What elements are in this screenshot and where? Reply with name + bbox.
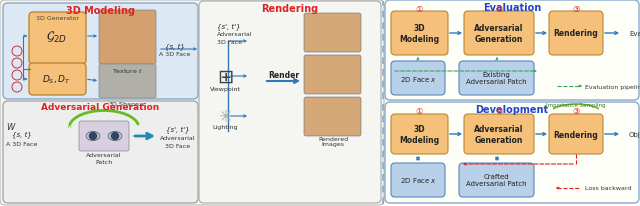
Text: Rendering: Rendering [261, 4, 319, 14]
Text: 2D Face $x$: 2D Face $x$ [399, 74, 436, 83]
Text: Render: Render [268, 70, 300, 79]
FancyBboxPatch shape [3, 4, 198, 99]
Text: $D_S, D_T$: $D_S, D_T$ [42, 73, 72, 86]
FancyBboxPatch shape [29, 64, 86, 96]
Text: 3D
Modeling: 3D Modeling [399, 24, 440, 43]
Text: Lighting: Lighting [212, 125, 237, 130]
Text: Rendering: Rendering [554, 29, 598, 38]
FancyBboxPatch shape [385, 103, 639, 203]
Text: 3D
Modeling: 3D Modeling [399, 125, 440, 144]
Text: Existing
Adversarial Patch: Existing Adversarial Patch [466, 72, 527, 85]
FancyBboxPatch shape [391, 12, 448, 56]
FancyBboxPatch shape [99, 65, 156, 98]
Text: 3D Generator: 3D Generator [35, 15, 79, 20]
FancyBboxPatch shape [304, 14, 361, 53]
Text: Importance Sampling: Importance Sampling [547, 103, 605, 108]
Text: Viewpoint: Viewpoint [209, 86, 241, 91]
Text: ①: ① [416, 5, 423, 13]
Text: ①: ① [416, 107, 423, 116]
FancyBboxPatch shape [304, 97, 361, 136]
FancyBboxPatch shape [199, 2, 381, 203]
Text: 3D Face: 3D Face [165, 144, 191, 149]
Circle shape [111, 133, 118, 140]
Text: 3D Shape $s$: 3D Shape $s$ [108, 99, 146, 109]
Text: Evaluation: Evaluation [483, 3, 541, 13]
Text: Adversarial Generation: Adversarial Generation [41, 102, 159, 111]
Text: ②: ② [495, 5, 503, 13]
Text: ⊞: ⊞ [217, 67, 233, 86]
Text: ③: ③ [572, 5, 580, 13]
FancyBboxPatch shape [464, 115, 534, 154]
FancyBboxPatch shape [385, 1, 639, 101]
FancyBboxPatch shape [79, 121, 129, 151]
FancyBboxPatch shape [304, 56, 361, 95]
FancyBboxPatch shape [549, 115, 603, 154]
Text: Loss backward: Loss backward [585, 186, 632, 191]
Text: Rendering: Rendering [554, 130, 598, 139]
Text: ③: ③ [572, 107, 580, 116]
FancyBboxPatch shape [391, 115, 448, 154]
FancyBboxPatch shape [29, 13, 86, 65]
Text: Texture $t$: Texture $t$ [111, 67, 143, 75]
FancyBboxPatch shape [99, 11, 156, 65]
Text: Adversarial: Adversarial [160, 136, 196, 141]
Polygon shape [305, 98, 360, 135]
Ellipse shape [108, 132, 122, 141]
Text: 3D Face: 3D Face [217, 39, 242, 44]
FancyBboxPatch shape [464, 12, 534, 56]
Text: {s, t}: {s, t} [165, 43, 185, 50]
Text: $W$: $W$ [6, 121, 16, 132]
FancyBboxPatch shape [3, 102, 198, 203]
Text: Evaluation pipeline: Evaluation pipeline [585, 84, 640, 89]
Text: Adversarial: Adversarial [86, 152, 122, 157]
FancyBboxPatch shape [391, 62, 445, 96]
Text: ✳: ✳ [218, 108, 232, 125]
Text: Patch: Patch [95, 159, 113, 164]
Text: {s', t'}: {s', t'} [166, 126, 190, 133]
FancyBboxPatch shape [0, 1, 384, 205]
Text: Objective: Objective [629, 131, 640, 137]
FancyBboxPatch shape [459, 62, 534, 96]
FancyBboxPatch shape [391, 163, 445, 197]
Text: Evaluation: Evaluation [629, 31, 640, 37]
Text: ②: ② [495, 107, 503, 116]
Text: Adversarial
Generation: Adversarial Generation [474, 24, 524, 43]
Text: 3D Modeling: 3D Modeling [65, 6, 134, 16]
Polygon shape [305, 57, 360, 94]
FancyBboxPatch shape [549, 12, 603, 56]
Text: Adversarial: Adversarial [217, 32, 253, 37]
Circle shape [90, 133, 97, 140]
Ellipse shape [86, 132, 100, 141]
Text: 2D Face $x$: 2D Face $x$ [399, 176, 436, 185]
Text: Crafted
Adversarial Patch: Crafted Adversarial Patch [466, 174, 527, 187]
Text: Development: Development [476, 104, 548, 115]
Polygon shape [305, 15, 360, 52]
Text: {s, t}: {s, t} [12, 131, 32, 138]
Text: Rendered
Images: Rendered Images [318, 136, 348, 147]
Text: $\mathcal{G}_{2D}$: $\mathcal{G}_{2D}$ [46, 29, 68, 44]
Text: A 3D Face: A 3D Face [159, 52, 191, 57]
Text: Adversarial
Generation: Adversarial Generation [474, 125, 524, 144]
Text: {s', t'}: {s', t'} [217, 23, 241, 30]
Polygon shape [100, 12, 155, 64]
FancyBboxPatch shape [459, 163, 534, 197]
Text: A 3D Face: A 3D Face [6, 141, 38, 146]
